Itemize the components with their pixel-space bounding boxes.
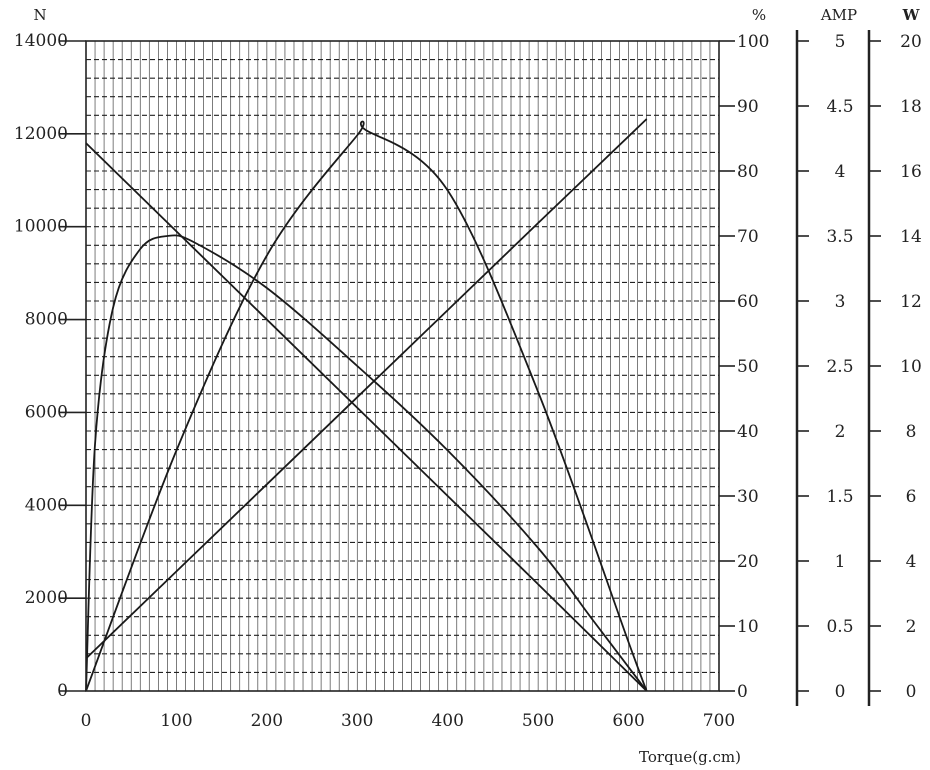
current-tick-label: 4 — [835, 162, 846, 182]
axis-labels: N % AMP W Torque(g.cm) 0 100 200 300 400 500 6… — [14, 6, 922, 766]
current-tick-label: 0.5 — [826, 617, 853, 637]
speed-tick-label: 10000 — [14, 217, 68, 237]
x-tick-label: 0 — [81, 711, 92, 731]
current-tick-label: 0 — [835, 682, 846, 702]
power-tick-label: 18 — [900, 97, 922, 117]
power-tick-label: 20 — [900, 32, 922, 52]
current-tick-label: 2.5 — [826, 357, 853, 377]
power-curve — [85, 120, 648, 692]
efficiency-tick-label: 0 — [737, 682, 748, 702]
power-tick-label: 8 — [906, 422, 917, 442]
efficiency-tick-label: 50 — [737, 357, 759, 377]
speed-tick-label: 8000 — [25, 310, 68, 330]
efficiency-tick-label: 70 — [737, 227, 759, 247]
speed-tick-label: 14000 — [14, 31, 68, 51]
x-tick-label: 400 — [431, 711, 463, 731]
efficiency-curve — [85, 234, 648, 692]
current-tick-label: 5 — [835, 32, 846, 52]
x-axis-title: Torque(g.cm) — [639, 748, 741, 766]
x-tick-label: 600 — [612, 711, 644, 731]
current-tick-label: 3.5 — [826, 227, 853, 247]
current-tick-label: 1 — [835, 552, 846, 572]
current-tick-label: 3 — [835, 292, 846, 312]
x-tick-label: 200 — [251, 711, 283, 731]
x-tick-label: 500 — [522, 711, 554, 731]
speed-tick-label: 2000 — [25, 588, 68, 608]
current-axis-unit: AMP — [820, 6, 857, 24]
power-tick-label: 14 — [900, 227, 922, 247]
speed-tick-label: 4000 — [25, 495, 68, 515]
power-tick-label: 16 — [900, 162, 922, 182]
efficiency-tick-label: 90 — [737, 97, 759, 117]
efficiency-tick-label: 10 — [737, 617, 759, 637]
power-tick-label: 12 — [900, 292, 922, 312]
efficiency-tick-label: 80 — [737, 162, 759, 182]
speed-axis-unit: N — [33, 6, 46, 24]
efficiency-tick-label: 30 — [737, 487, 759, 507]
series-lines — [85, 118, 648, 692]
efficiency-axis-unit: % — [752, 6, 766, 24]
current-tick-label: 2 — [835, 422, 846, 442]
speed-curve — [85, 142, 648, 692]
power-tick-label: 4 — [906, 552, 917, 572]
current-curve — [85, 118, 648, 660]
efficiency-tick-label: 100 — [737, 32, 769, 52]
power-tick-label: 10 — [900, 357, 922, 377]
power-tick-label: 2 — [906, 617, 917, 637]
power-tick-label: 6 — [906, 487, 917, 507]
x-tick-label: 300 — [341, 711, 373, 731]
efficiency-tick-label: 40 — [737, 422, 759, 442]
grid — [86, 41, 719, 691]
axes — [60, 30, 881, 706]
speed-tick-label: 6000 — [25, 402, 68, 422]
power-tick-label: 0 — [906, 682, 917, 702]
speed-tick-label: 12000 — [14, 124, 68, 144]
current-tick-label: 1.5 — [826, 487, 853, 507]
x-tick-label: 100 — [160, 711, 192, 731]
x-tick-label: 700 — [703, 711, 735, 731]
speed-tick-label: 0 — [57, 681, 68, 701]
efficiency-tick-label: 60 — [737, 292, 759, 312]
current-tick-label: 4.5 — [826, 97, 853, 117]
power-axis-unit: W — [902, 6, 921, 24]
efficiency-tick-label: 20 — [737, 552, 759, 572]
